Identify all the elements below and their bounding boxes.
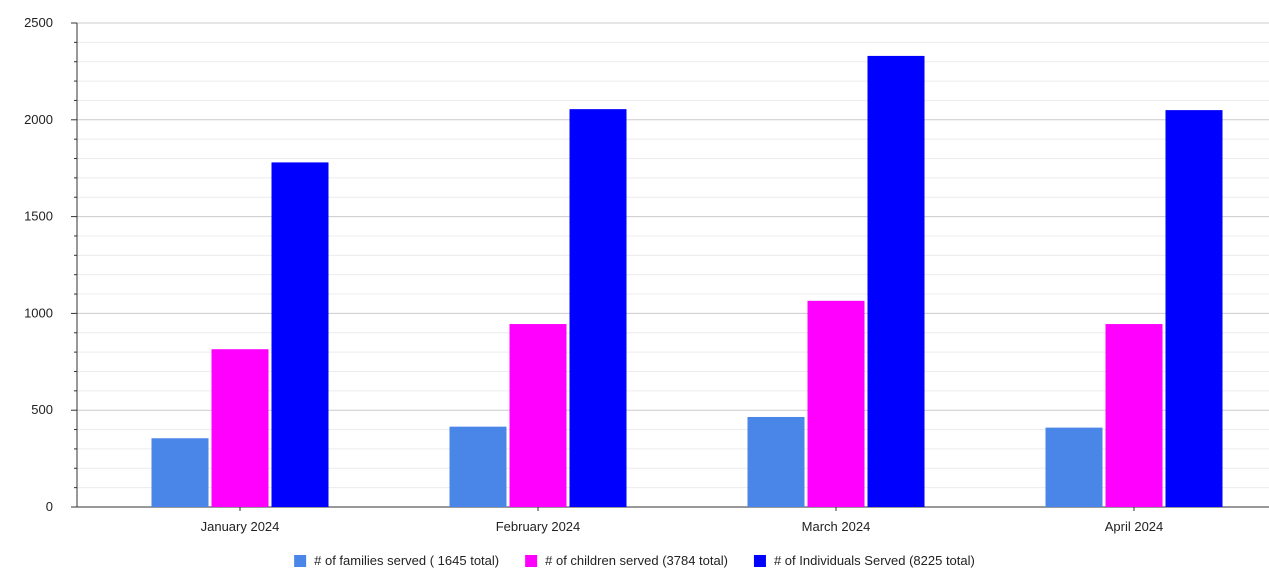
- x-tick-label: January 2024: [201, 519, 280, 534]
- y-tick-label: 2500: [24, 15, 53, 30]
- bar-2-3: [807, 300, 865, 507]
- bar-1-4: [1045, 427, 1103, 507]
- legend-item-1: # of families served ( 1645 total): [294, 553, 499, 568]
- bar-3-1: [271, 162, 329, 507]
- axis-labels: 0 500 1000 1500 2000 2500 January 2024 February…: [24, 15, 1163, 534]
- legend-label: # of Individuals Served (8225 total): [774, 553, 975, 568]
- legend-swatch: [753, 555, 766, 567]
- bar-1-1: [151, 438, 209, 507]
- x-tick-label: February 2024: [496, 519, 581, 534]
- bar-3-3: [867, 55, 925, 508]
- y-tick-label: 1500: [24, 209, 53, 224]
- bar-2-1: [211, 349, 269, 507]
- bar-1-2: [449, 426, 507, 507]
- bar-3-4: [1165, 110, 1223, 508]
- y-tick-label: 2000: [24, 112, 53, 127]
- y-tick-label: 1000: [24, 305, 53, 320]
- bar-2-2: [509, 324, 567, 507]
- legend-item-2: # of children served (3784 total): [525, 553, 728, 568]
- legend-swatch: [525, 555, 538, 567]
- y-tick-label: 500: [31, 402, 53, 417]
- x-tick-label: April 2024: [1105, 519, 1164, 534]
- legend: # of families served ( 1645 total) # of c…: [294, 553, 975, 568]
- legend-swatch: [294, 555, 307, 567]
- bar-1-3: [747, 416, 805, 507]
- bars: [151, 55, 1223, 508]
- bar-3-2: [569, 109, 627, 507]
- legend-item-3: # of Individuals Served (8225 total): [753, 553, 975, 568]
- legend-label: # of families served ( 1645 total): [314, 553, 499, 568]
- x-tick-label: March 2024: [802, 519, 871, 534]
- bar-2-4: [1105, 324, 1163, 507]
- y-tick-label: 0: [46, 499, 53, 514]
- legend-label: # of children served (3784 total): [545, 553, 728, 568]
